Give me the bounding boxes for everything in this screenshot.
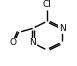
Text: N: N <box>59 24 65 33</box>
Text: Cl: Cl <box>43 0 52 9</box>
Text: N: N <box>29 38 36 47</box>
Text: O: O <box>9 38 16 47</box>
